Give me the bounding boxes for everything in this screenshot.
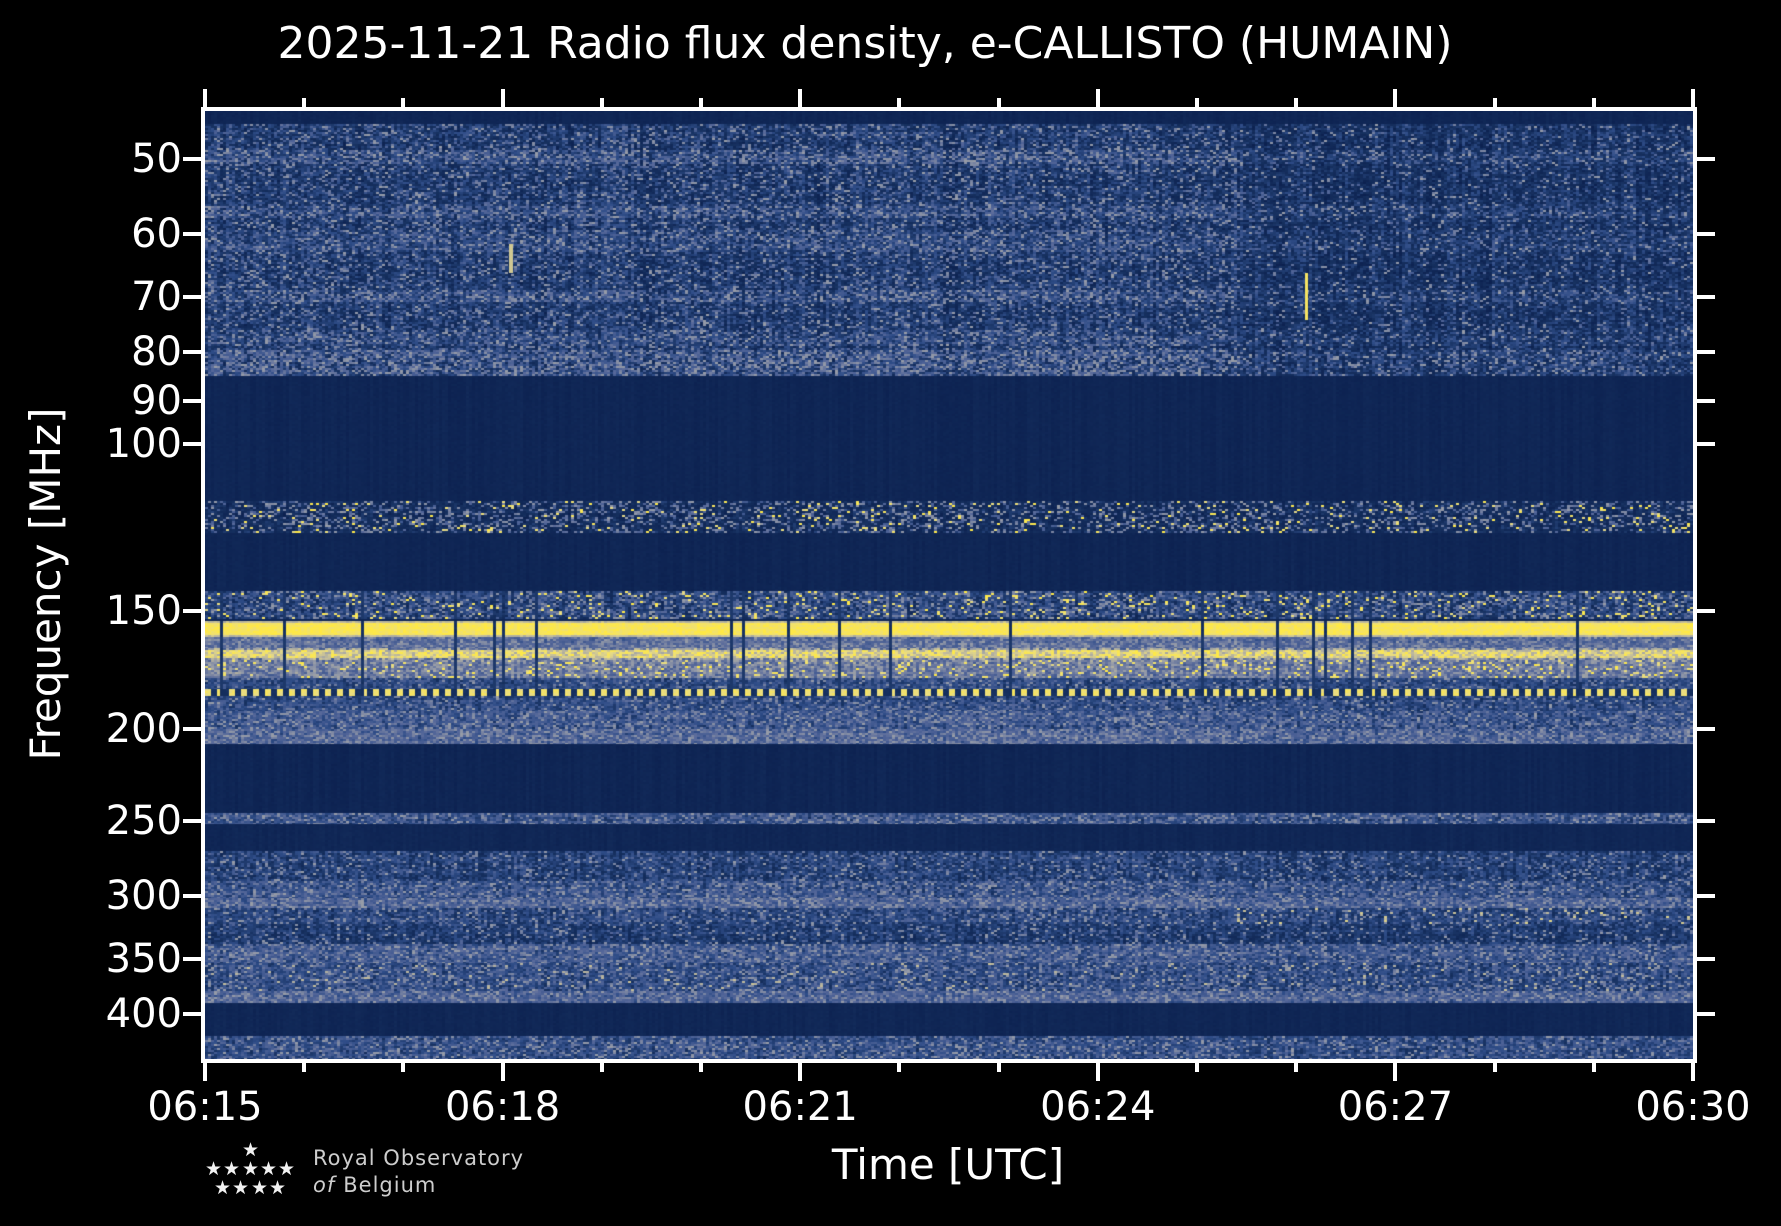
y-major-tick — [183, 232, 201, 236]
spectrogram-canvas — [205, 111, 1693, 1059]
x-minor-tick — [699, 98, 703, 107]
logo-text-line2: of Belgium — [313, 1173, 436, 1197]
x-major-tick — [1393, 89, 1397, 107]
x-major-tick — [1096, 89, 1100, 107]
y-major-tick — [183, 957, 201, 961]
y-tick-label: 90 — [131, 377, 182, 424]
y-major-tick — [1697, 1012, 1715, 1016]
y-major-tick — [1697, 350, 1715, 354]
x-minor-tick — [1195, 1063, 1199, 1072]
star-icon: ★ — [269, 1177, 287, 1199]
y-major-tick — [1697, 727, 1715, 731]
y-major-tick — [1697, 894, 1715, 898]
x-minor-tick — [897, 1063, 901, 1072]
y-tick-label: 300 — [105, 872, 182, 919]
y-tick-label: 150 — [105, 587, 182, 634]
x-major-tick — [501, 89, 505, 107]
y-tick-label: 200 — [105, 706, 182, 753]
x-tick-label: 06:30 — [1635, 1084, 1751, 1130]
x-minor-tick — [600, 98, 604, 107]
y-major-tick — [183, 894, 201, 898]
y-tick-label: 70 — [131, 274, 182, 321]
x-minor-tick — [997, 1063, 1001, 1072]
star-icon: ★ — [242, 1158, 260, 1180]
x-tick-label: 06:21 — [742, 1084, 858, 1130]
x-major-tick — [798, 89, 802, 107]
x-minor-tick — [401, 1063, 405, 1072]
x-minor-tick — [600, 1063, 604, 1072]
star-icon: ★ — [242, 1139, 260, 1161]
x-minor-tick — [1493, 98, 1497, 107]
y-tick-label: 250 — [105, 797, 182, 844]
x-axis-label: Time [UTC] — [831, 1140, 1065, 1189]
x-minor-tick — [302, 98, 306, 107]
y-tick-label: 350 — [105, 936, 182, 983]
y-major-tick — [1697, 399, 1715, 403]
y-major-tick — [183, 819, 201, 823]
star-icon: ★ — [278, 1158, 296, 1180]
y-tick-label: 100 — [105, 421, 182, 468]
x-minor-tick — [1294, 98, 1298, 107]
y-major-tick — [1697, 957, 1715, 961]
x-minor-tick — [1592, 1063, 1596, 1072]
y-tick-label: 80 — [131, 329, 182, 376]
y-tick-label: 50 — [131, 135, 182, 182]
x-minor-tick — [997, 98, 1001, 107]
x-minor-tick — [897, 98, 901, 107]
x-minor-tick — [1294, 1063, 1298, 1072]
logo-text-of: of — [313, 1173, 336, 1197]
plot-frame — [201, 107, 1697, 1063]
x-major-tick — [1691, 89, 1695, 107]
chart-title: 2025-11-21 Radio flux density, e-CALLIST… — [277, 18, 1453, 69]
y-major-tick — [183, 727, 201, 731]
x-minor-tick — [302, 1063, 306, 1072]
y-major-tick — [183, 609, 201, 613]
x-major-tick — [1096, 1063, 1100, 1081]
y-major-tick — [1697, 442, 1715, 446]
y-major-tick — [1697, 609, 1715, 613]
x-major-tick — [1393, 1063, 1397, 1081]
star-icon: ★ — [214, 1177, 232, 1199]
x-minor-tick — [1195, 98, 1199, 107]
x-tick-label: 06:15 — [147, 1084, 263, 1130]
star-icon: ★ — [205, 1158, 223, 1180]
x-tick-label: 06:24 — [1040, 1084, 1156, 1130]
y-tick-label: 60 — [131, 210, 182, 257]
logo-text-belgium: Belgium — [343, 1173, 437, 1197]
x-major-tick — [501, 1063, 505, 1081]
x-minor-tick — [1592, 98, 1596, 107]
y-tick-label: 400 — [105, 991, 182, 1038]
star-icon: ★ — [223, 1158, 241, 1180]
y-major-tick — [183, 442, 201, 446]
x-minor-tick — [699, 1063, 703, 1072]
y-major-tick — [1697, 232, 1715, 236]
star-icon: ★ — [260, 1158, 278, 1180]
y-major-tick — [1697, 295, 1715, 299]
y-major-tick — [183, 399, 201, 403]
star-icon: ★ — [232, 1177, 250, 1199]
y-major-tick — [183, 350, 201, 354]
x-tick-label: 06:18 — [444, 1084, 561, 1130]
y-major-tick — [1697, 819, 1715, 823]
logo-text-line1: Royal Observatory — [313, 1146, 525, 1170]
x-major-tick — [798, 1063, 802, 1081]
y-major-tick — [183, 295, 201, 299]
x-minor-tick — [401, 98, 405, 107]
x-major-tick — [203, 89, 207, 107]
y-major-tick — [1697, 157, 1715, 161]
y-major-tick — [183, 157, 201, 161]
y-major-tick — [183, 1012, 201, 1016]
x-minor-tick — [1493, 1063, 1497, 1072]
y-axis-label: Frequency [MHz] — [21, 407, 70, 761]
x-tick-label: 06:27 — [1337, 1084, 1454, 1130]
x-major-tick — [203, 1063, 207, 1081]
x-major-tick — [1691, 1063, 1695, 1081]
star-icon: ★ — [251, 1177, 269, 1199]
